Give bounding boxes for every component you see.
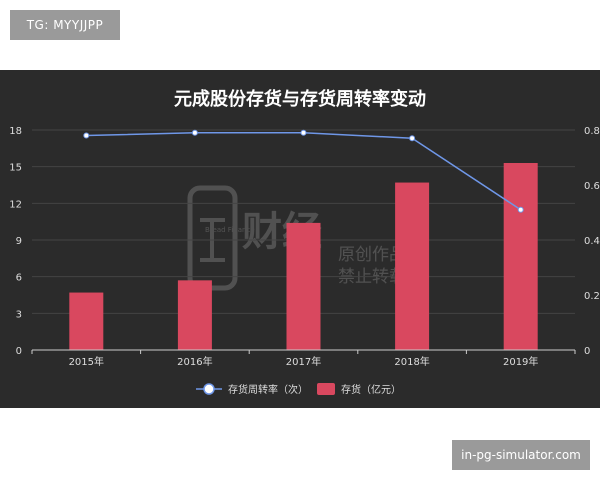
bar-layer [69,163,538,350]
bar-2018年 [395,182,430,350]
axis-layer: 0 3 6 9 12 15 18 0 0.2 0.4 0.6 0.8 2015年 2016年 2017年 20… [9,126,600,368]
turnover-point-2019年 [517,206,524,213]
y-right-tick-label: 0 [584,346,590,357]
legend: 存货周转率（次） 存货（亿元） [196,383,401,396]
y-right-tick-label: 0.8 [584,126,600,137]
x-tick-label: 2015年 [69,355,104,368]
bar-2019年 [503,163,538,350]
y-right-tick-label: 0.6 [584,181,600,192]
watermark-bottom-text: in-pg-simulator.com [461,448,581,462]
watermark-bottom-badge: in-pg-simulator.com [452,440,590,470]
legend-line-marker [203,383,215,395]
y-left-tick-label: 6 [16,273,22,284]
turnover-point-2015年 [83,132,90,139]
watermark-top-badge: TG: MYYJJPP [10,10,120,40]
legend-bar-swatch [317,383,335,395]
turnover-point-2017年 [300,129,307,136]
chart-panel: 财经 Bread Finance 原创作品 禁止转载 元成股份存货与存货周转率变… [0,70,600,408]
y-left-tick-label: 3 [16,309,22,320]
chart-title: 元成股份存货与存货周转率变动 [174,88,426,110]
turnover-line [86,132,522,211]
x-tick-label: 2018年 [394,355,429,368]
bar-2016年 [177,280,212,350]
turnover-point-2018年 [409,135,416,142]
logo-text-line1: 原创作品 [338,245,406,265]
y-left-tick-label: 0 [16,346,22,357]
y-right-tick-label: 0.2 [584,291,600,302]
x-tick-label: 2017年 [286,355,321,368]
x-tick-label: 2016年 [177,355,212,368]
bar-2015年 [69,292,104,350]
y-left-tick-label: 9 [16,236,22,247]
chart-svg: 财经 Bread Finance 原创作品 禁止转载 元成股份存货与存货周转率变… [9,88,600,396]
x-tick-label: 2019年 [503,355,538,368]
turnover-point-2016年 [191,129,198,136]
legend-label-turnover: 存货周转率（次） [228,383,308,396]
y-left-tick-label: 12 [9,199,22,210]
bar-2017年 [286,222,321,350]
y-left-tick-label: 15 [9,163,22,174]
y-left-tick-label: 18 [9,126,22,137]
watermark-top-text: TG: MYYJJPP [26,18,104,32]
logo-watermark: 财经 Bread Finance 原创作品 禁止转载 [187,185,406,291]
y-right-tick-label: 0.4 [584,236,600,247]
line-layer [83,129,524,213]
legend-label-inventory: 存货（亿元） [341,383,401,396]
logo-brand-text: Bread Finance [205,226,255,234]
